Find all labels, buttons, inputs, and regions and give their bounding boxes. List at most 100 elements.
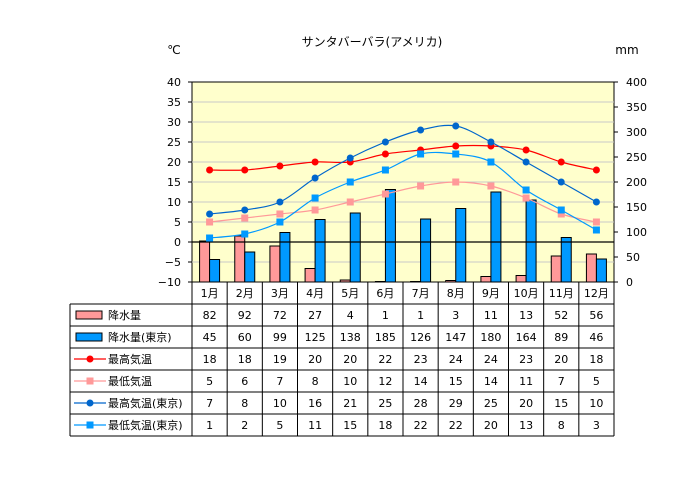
data-label: 10 xyxy=(343,375,357,388)
data-label: 20 xyxy=(519,397,533,410)
bar xyxy=(515,275,527,283)
bar xyxy=(560,237,572,283)
data-label: 5 xyxy=(593,375,600,388)
line-point xyxy=(276,218,284,226)
line-point xyxy=(452,178,460,186)
line-point xyxy=(311,174,319,182)
legend-key xyxy=(75,310,103,320)
data-label: 8 xyxy=(558,419,565,432)
data-label: 5 xyxy=(276,419,283,432)
line-point xyxy=(206,234,214,242)
plot-area: 4035302520151050−5−104003503002502001501… xyxy=(158,76,647,289)
x-tick-label: 3月 xyxy=(271,287,289,300)
y-left-tick-label: 25 xyxy=(167,136,181,149)
y-axis-right-unit: mm xyxy=(615,43,638,57)
line-point xyxy=(452,122,460,130)
bar xyxy=(349,212,361,283)
legend-key-marker xyxy=(86,377,94,385)
data-label: 45 xyxy=(203,331,217,344)
bar xyxy=(314,219,326,283)
line-point xyxy=(241,230,249,238)
bar xyxy=(304,268,316,283)
data-label: 21 xyxy=(343,397,357,410)
bar xyxy=(480,276,492,283)
line-point xyxy=(346,198,354,206)
bar xyxy=(585,253,597,283)
data-label: 185 xyxy=(375,331,396,344)
data-label: 18 xyxy=(238,353,252,366)
line-point xyxy=(276,162,284,170)
x-tick-label: 10月 xyxy=(514,287,539,300)
data-label: 3 xyxy=(452,309,459,322)
data-label: 12 xyxy=(378,375,392,388)
line-point xyxy=(592,166,600,174)
data-label: 3 xyxy=(593,419,600,432)
data-label: 1 xyxy=(417,309,424,322)
bar xyxy=(410,281,422,283)
data-label: 23 xyxy=(414,353,428,366)
x-tick-label: 5月 xyxy=(341,287,359,300)
data-label: 92 xyxy=(238,309,252,322)
data-label: 29 xyxy=(449,397,463,410)
line-point xyxy=(557,206,565,214)
data-label: 138 xyxy=(340,331,361,344)
y-right-tick-label: 200 xyxy=(626,176,647,189)
data-label: 18 xyxy=(203,353,217,366)
data-label: 18 xyxy=(378,419,392,432)
data-label: 56 xyxy=(589,309,603,322)
bar xyxy=(339,279,351,283)
data-label: 22 xyxy=(378,353,392,366)
line-point xyxy=(206,218,214,226)
bar xyxy=(525,199,537,283)
line-point xyxy=(241,214,249,222)
x-tick-label: 7月 xyxy=(412,287,430,300)
data-label: 125 xyxy=(305,331,326,344)
line-point xyxy=(522,194,530,202)
bar xyxy=(244,251,256,283)
line-point xyxy=(346,178,354,186)
y-left-tick-label: 15 xyxy=(167,176,181,189)
y-right-tick-label: 300 xyxy=(626,126,647,139)
data-label: 2 xyxy=(241,419,248,432)
line-point xyxy=(452,142,460,150)
data-label: 82 xyxy=(203,309,217,322)
line-point xyxy=(241,206,249,214)
data-label: 20 xyxy=(308,353,322,366)
line-point xyxy=(381,138,389,146)
bar xyxy=(234,235,246,283)
line-point xyxy=(522,186,530,194)
data-label: 5 xyxy=(206,375,213,388)
x-tick-label: 12月 xyxy=(584,287,609,300)
data-label: 15 xyxy=(554,397,568,410)
line-point xyxy=(592,218,600,226)
legend-label: 最高気温(東京) xyxy=(108,396,183,410)
line-point xyxy=(522,158,530,166)
line-point xyxy=(487,182,495,190)
x-tick-label: 2月 xyxy=(236,287,254,300)
data-label: 15 xyxy=(449,375,463,388)
data-label: 8 xyxy=(312,375,319,388)
line-point xyxy=(417,150,425,158)
y-axis-left-unit: ℃ xyxy=(167,43,180,57)
bar xyxy=(550,255,562,283)
data-label: 60 xyxy=(238,331,252,344)
line-point xyxy=(452,150,460,158)
legend-label: 降水量(東京) xyxy=(108,330,172,344)
data-label: 7 xyxy=(558,375,565,388)
data-label: 164 xyxy=(516,331,537,344)
y-left-tick-label: −10 xyxy=(158,276,181,289)
x-tick-label: 8月 xyxy=(447,287,465,300)
line-point xyxy=(592,198,600,206)
line-point xyxy=(241,166,249,174)
bar xyxy=(445,280,457,283)
bar xyxy=(455,208,467,283)
line-point xyxy=(487,138,495,146)
data-label: 14 xyxy=(484,375,498,388)
line-point xyxy=(311,194,319,202)
data-label: 72 xyxy=(273,309,287,322)
y-left-tick-label: 20 xyxy=(167,156,181,169)
legend-key-marker xyxy=(86,421,94,429)
data-label: 28 xyxy=(414,397,428,410)
